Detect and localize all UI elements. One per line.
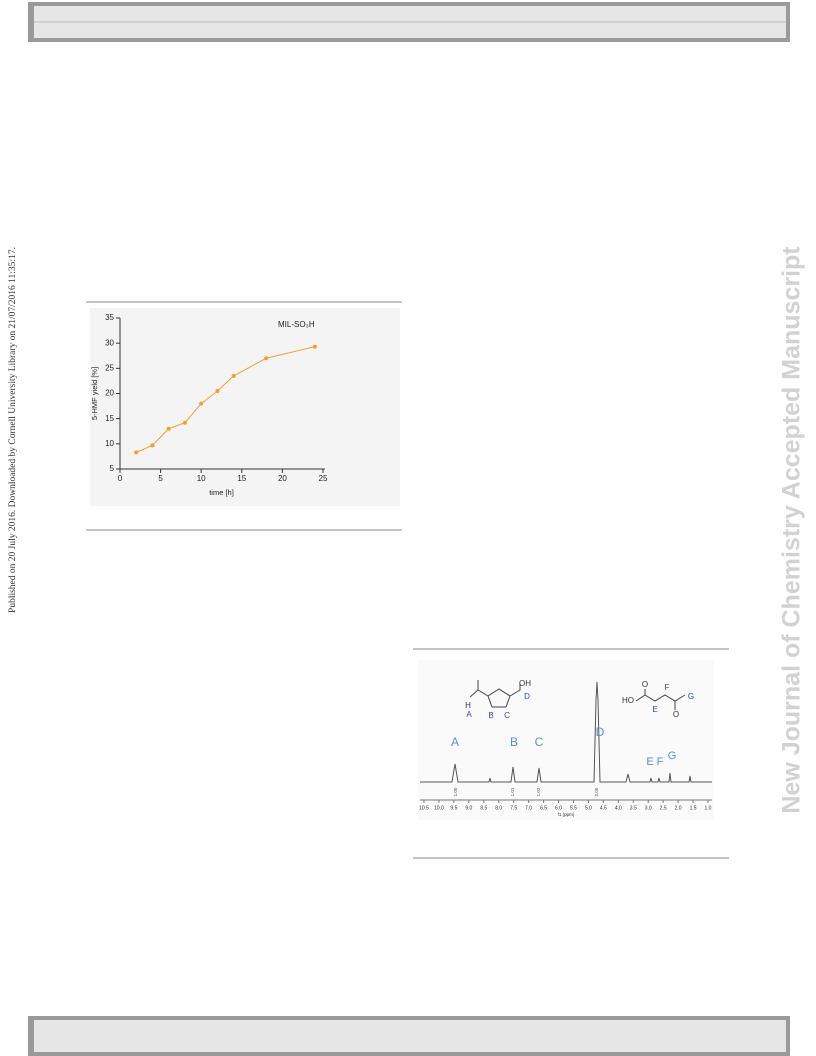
peak-label: B [510,735,518,749]
nmr-background [418,660,714,820]
integral-label: 1.02 [536,787,541,796]
watermark: New Journal of Chemistry Accepted Manusc… [778,246,806,814]
nmr-spectrum [420,681,712,783]
structure-label: E [652,705,657,714]
nmr-tick-label: 1.0 [705,805,712,811]
integral-label: 1.00 [453,787,458,796]
nmr-tick-label: 5.5 [570,805,577,811]
integral-label: 2.05 [594,787,599,796]
structure-label: D [524,692,530,701]
data-point [264,356,269,361]
footer-inner [34,1020,786,1052]
nmr-tick-label: 6.0 [555,805,562,811]
x-tick-label: 20 [278,474,287,483]
y-tick-label: 30 [105,338,114,347]
data-point [166,426,171,431]
nmr-tick-label: 8.0 [495,805,502,811]
structure-label: O [673,710,679,719]
structure-label: A [466,710,472,719]
data-point [134,450,139,455]
nmr-tick-label: 9.5 [450,805,457,811]
chart-title: MIL-SO₃H [278,320,315,329]
y-tick-label: 10 [105,439,114,448]
nmr-axis-label: f1 (ppm) [558,812,575,817]
structure-label: OH [519,679,531,688]
peak-label: D [596,725,605,739]
structure-label: F [665,683,670,692]
nmr-tick-label: 6.5 [540,805,547,811]
structure-label: G [688,692,694,701]
structure-label: O [642,680,648,689]
nmr-tick-label: 10.5 [419,805,429,811]
x-tick-label: 10 [197,474,206,483]
structure-label: C [504,711,510,720]
nmr-tick-label: 2.0 [675,805,682,811]
y-tick-label: 35 [105,313,114,322]
y-tick-label: 15 [105,414,114,423]
peak-label: F [657,756,664,768]
nmr-tick-label: 7.0 [525,805,532,811]
nmr-tick-label: 5.0 [585,805,592,811]
nmr-tick-label: 2.5 [660,805,667,811]
molecule-drawing [469,680,686,710]
nmr-tick-label: 8.5 [480,805,487,811]
nmr-tick-label: 7.5 [510,805,517,811]
data-point [182,420,187,425]
nmr-tick-label: 10.0 [434,805,444,811]
x-axis-label: time [h] [209,488,234,497]
nmr-tick-label: 1.5 [690,805,697,811]
data-point [231,373,236,378]
y-tick-label: 5 [110,464,115,473]
data-point [215,388,220,393]
peak-label: E [646,756,653,768]
chart-background [90,308,400,506]
x-tick-label: 5 [158,474,163,483]
sidebar-note: Published on 20 July 2016. Downloaded by… [8,247,18,613]
data-point [150,443,155,448]
nmr-tick-label: 9.0 [465,805,472,811]
peak-label: G [668,750,677,762]
peak-label: C [535,735,544,749]
structure-label: H [465,701,471,710]
nmr-tick-label: 3.5 [630,805,637,811]
y-axis-label: 5-HMF yield [%] [90,367,99,420]
data-point [199,401,204,406]
structure-label: B [488,711,493,720]
nmr-tick-label: 3.0 [645,805,652,811]
data-point [312,344,317,349]
integral-label: 1.01 [510,787,515,796]
y-tick-label: 25 [105,363,114,372]
x-tick-label: 25 [319,474,328,483]
y-tick-label: 20 [105,389,114,398]
x-tick-label: 15 [237,474,246,483]
nmr-tick-label: 4.0 [615,805,622,811]
structure-label: HO [622,696,634,705]
peak-label: A [451,735,459,749]
nmr-tick-label: 4.5 [600,805,607,811]
x-tick-label: 0 [118,474,123,483]
